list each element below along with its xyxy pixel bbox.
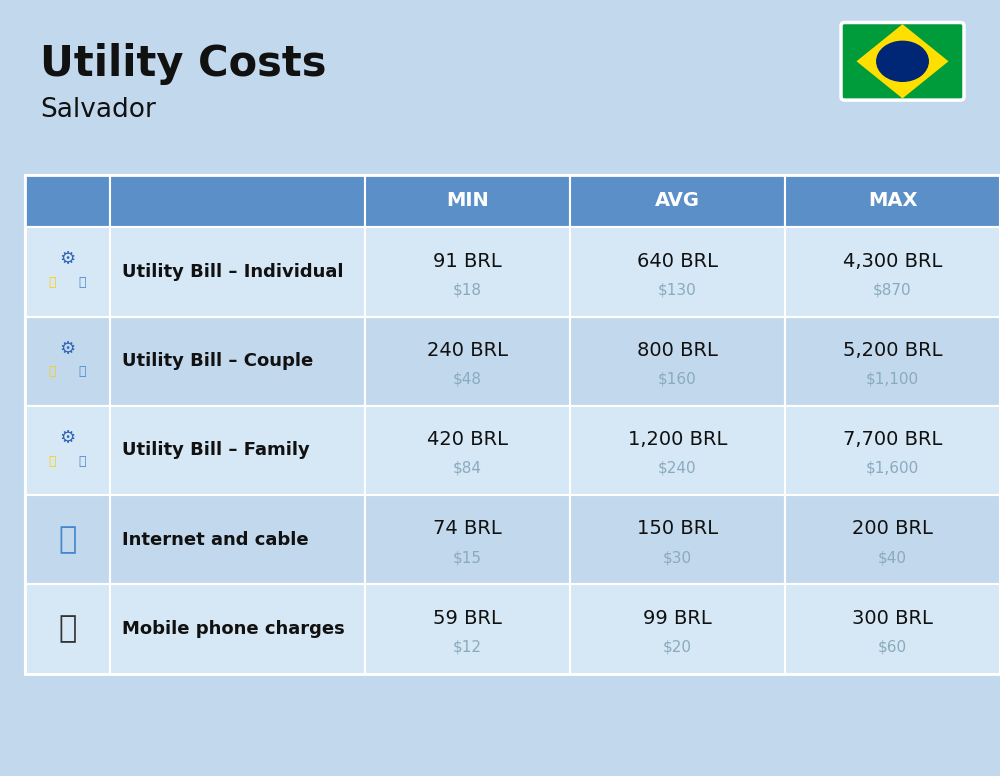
Text: 91 BRL: 91 BRL <box>433 251 502 271</box>
FancyBboxPatch shape <box>785 495 1000 584</box>
Text: 59 BRL: 59 BRL <box>433 608 502 628</box>
FancyBboxPatch shape <box>25 584 110 674</box>
FancyBboxPatch shape <box>25 406 110 495</box>
FancyBboxPatch shape <box>25 227 110 317</box>
Text: $84: $84 <box>453 461 482 476</box>
Text: $12: $12 <box>453 639 482 654</box>
Text: Utility Bill – Family: Utility Bill – Family <box>122 442 310 459</box>
FancyBboxPatch shape <box>785 175 1000 227</box>
Text: ⚙: ⚙ <box>59 340 76 358</box>
FancyBboxPatch shape <box>570 175 785 227</box>
Text: ⚙: ⚙ <box>59 429 76 447</box>
FancyBboxPatch shape <box>110 584 365 674</box>
Polygon shape <box>856 24 948 99</box>
Text: AVG: AVG <box>655 192 700 210</box>
FancyBboxPatch shape <box>110 227 365 317</box>
Text: 99 BRL: 99 BRL <box>643 608 712 628</box>
Text: 🟨: 🟨 <box>49 276 56 289</box>
Text: Utility Costs: Utility Costs <box>40 43 326 85</box>
Text: 🟨: 🟨 <box>49 455 56 468</box>
FancyBboxPatch shape <box>570 495 785 584</box>
Text: 🔵: 🔵 <box>79 455 86 468</box>
FancyBboxPatch shape <box>365 495 570 584</box>
Text: 240 BRL: 240 BRL <box>427 341 508 360</box>
Text: Mobile phone charges: Mobile phone charges <box>122 620 345 638</box>
FancyBboxPatch shape <box>365 175 570 227</box>
Text: 📶: 📶 <box>58 525 77 554</box>
Text: Salvador: Salvador <box>40 97 156 123</box>
FancyBboxPatch shape <box>841 23 964 100</box>
Text: 4,300 BRL: 4,300 BRL <box>843 251 942 271</box>
Text: Utility Bill – Couple: Utility Bill – Couple <box>122 352 313 370</box>
FancyBboxPatch shape <box>785 584 1000 674</box>
Text: 🔵: 🔵 <box>79 276 86 289</box>
Text: $130: $130 <box>658 282 697 297</box>
FancyBboxPatch shape <box>110 406 365 495</box>
Text: 🔵: 🔵 <box>79 365 86 379</box>
FancyBboxPatch shape <box>785 317 1000 406</box>
Text: $48: $48 <box>453 372 482 386</box>
Text: 5,200 BRL: 5,200 BRL <box>843 341 942 360</box>
Text: $15: $15 <box>453 550 482 565</box>
Text: $20: $20 <box>663 639 692 654</box>
FancyBboxPatch shape <box>570 227 785 317</box>
FancyBboxPatch shape <box>570 317 785 406</box>
Text: ⚙: ⚙ <box>59 251 76 268</box>
Text: $60: $60 <box>878 639 907 654</box>
Text: MIN: MIN <box>446 192 489 210</box>
Text: $870: $870 <box>873 282 912 297</box>
Text: $1,600: $1,600 <box>866 461 919 476</box>
Text: $18: $18 <box>453 282 482 297</box>
Text: 🟨: 🟨 <box>49 365 56 379</box>
FancyBboxPatch shape <box>570 406 785 495</box>
FancyBboxPatch shape <box>570 584 785 674</box>
FancyBboxPatch shape <box>110 175 365 227</box>
Text: Internet and cable: Internet and cable <box>122 531 309 549</box>
Text: 200 BRL: 200 BRL <box>852 519 933 539</box>
Text: 150 BRL: 150 BRL <box>637 519 718 539</box>
Text: $240: $240 <box>658 461 697 476</box>
Text: MAX: MAX <box>868 192 917 210</box>
Text: 420 BRL: 420 BRL <box>427 430 508 449</box>
FancyBboxPatch shape <box>25 495 110 584</box>
FancyBboxPatch shape <box>110 317 365 406</box>
FancyBboxPatch shape <box>365 227 570 317</box>
FancyBboxPatch shape <box>785 227 1000 317</box>
Text: 1,200 BRL: 1,200 BRL <box>628 430 727 449</box>
Text: $40: $40 <box>878 550 907 565</box>
FancyBboxPatch shape <box>365 584 570 674</box>
Text: 7,700 BRL: 7,700 BRL <box>843 430 942 449</box>
Text: 800 BRL: 800 BRL <box>637 341 718 360</box>
Text: 640 BRL: 640 BRL <box>637 251 718 271</box>
Text: $1,100: $1,100 <box>866 372 919 386</box>
Text: 📱: 📱 <box>58 615 77 643</box>
FancyBboxPatch shape <box>25 175 110 227</box>
FancyBboxPatch shape <box>25 317 110 406</box>
Text: $30: $30 <box>663 550 692 565</box>
Circle shape <box>877 41 928 81</box>
FancyBboxPatch shape <box>365 406 570 495</box>
FancyBboxPatch shape <box>110 495 365 584</box>
Text: $160: $160 <box>658 372 697 386</box>
Text: 300 BRL: 300 BRL <box>852 608 933 628</box>
Text: Utility Bill – Individual: Utility Bill – Individual <box>122 263 344 281</box>
FancyBboxPatch shape <box>365 317 570 406</box>
Text: 74 BRL: 74 BRL <box>433 519 502 539</box>
FancyBboxPatch shape <box>785 406 1000 495</box>
